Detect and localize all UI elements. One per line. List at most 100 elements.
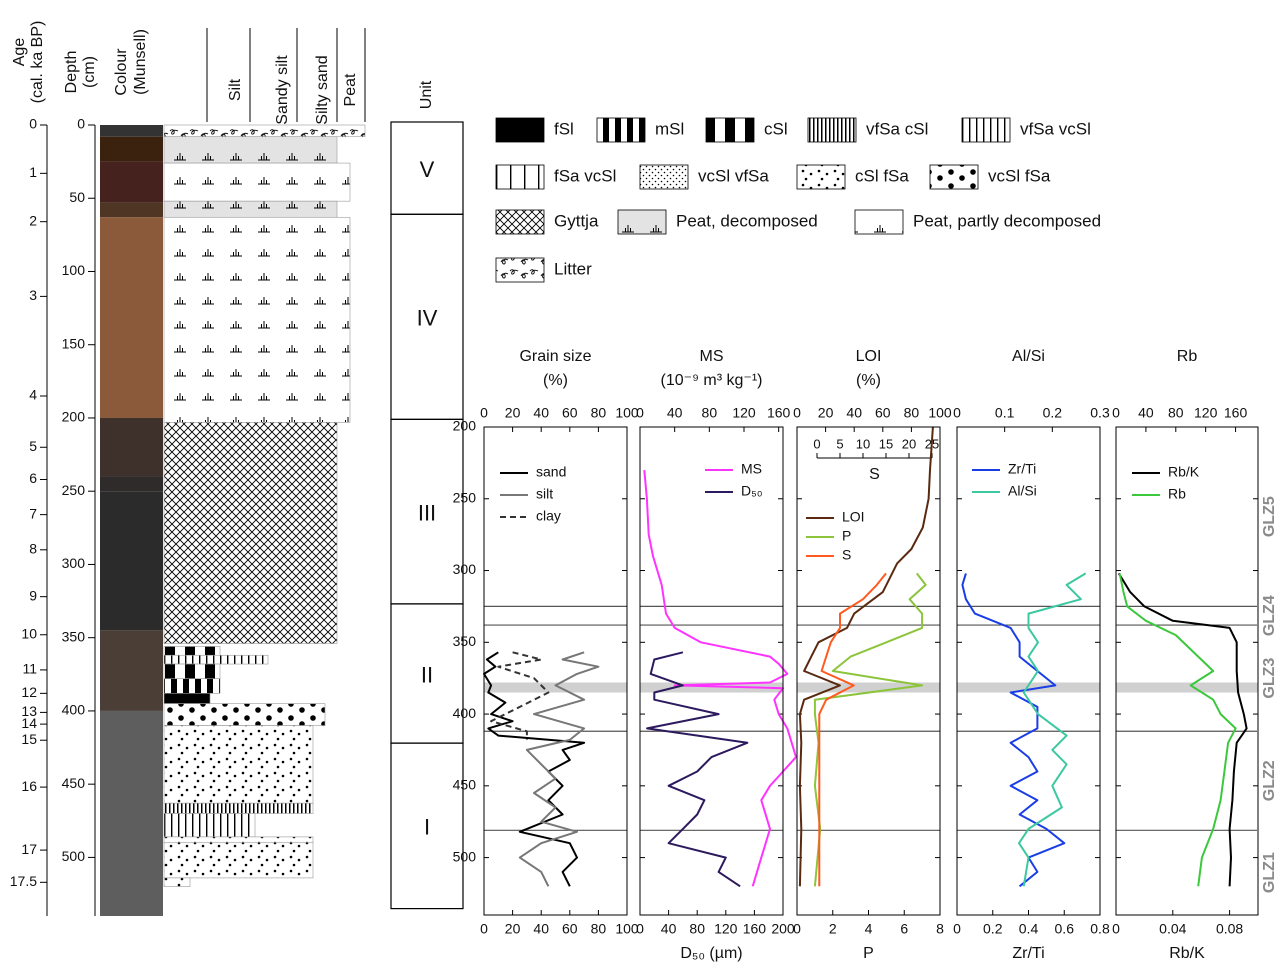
- x-tick-label: 0: [1112, 921, 1120, 937]
- age-tick-label: 11: [22, 661, 37, 677]
- x-tick-label: 120: [714, 921, 738, 937]
- legend-label: P: [842, 528, 851, 544]
- colour-label: Colour: [113, 48, 130, 96]
- lithology-layer: [164, 679, 220, 694]
- colour-label: (Munsell): [132, 29, 149, 95]
- y-tick-label: 250: [453, 489, 477, 505]
- x-tick-label: 0.08: [1216, 921, 1243, 937]
- x-tick-label: 0: [480, 405, 488, 421]
- y-tick-label: 200: [453, 418, 477, 434]
- y-tick-label: 350: [453, 633, 477, 649]
- depth-tick-label: 500: [62, 848, 86, 864]
- age-tick-label: 8: [29, 540, 37, 556]
- colour-layer: [100, 203, 163, 218]
- x-tick-label: 60: [562, 405, 578, 421]
- lithology-layer: [164, 201, 337, 217]
- column-label: Sandy silt: [274, 55, 291, 125]
- x-tick-label: 80: [904, 405, 920, 421]
- x-tick-label: 200: [771, 921, 795, 937]
- panel-title: Grain size: [519, 348, 591, 365]
- panel-title: Rb: [1177, 348, 1198, 365]
- depth-label: (cm): [81, 56, 98, 88]
- legend-label: D₅₀: [741, 483, 763, 499]
- depth-tick-label: 100: [62, 262, 86, 278]
- x-axis-label: P: [863, 945, 874, 962]
- age-tick-label: 0: [29, 116, 37, 132]
- depth-label: Depth: [63, 51, 80, 94]
- age-tick-label: 3: [29, 287, 37, 303]
- column-label: Silt: [227, 78, 244, 101]
- column-label: Silty sand: [314, 55, 331, 124]
- legend-label: cSl fSa: [855, 166, 909, 185]
- depth-tick-label: 450: [62, 775, 86, 791]
- x-tick-label: 0.1: [995, 405, 1015, 421]
- x-tick-label: 160: [743, 921, 767, 937]
- colour-layer: [100, 477, 163, 492]
- legend-label: vcSl vfSa: [698, 166, 769, 185]
- x-axis-label: D₅₀ (µm): [680, 945, 742, 962]
- panel-subtitle: (10⁻⁹ m³ kg⁻¹): [661, 372, 763, 389]
- inner-tick-label: 20: [902, 436, 916, 451]
- x-tick-label: 80: [1168, 405, 1184, 421]
- age-tick-label: 17: [21, 841, 37, 857]
- colour-layer: [100, 491, 163, 630]
- panel-subtitle: (%): [856, 372, 881, 389]
- age-tick-label: 17.5: [10, 873, 37, 889]
- colour-layer: [100, 630, 163, 711]
- legend-label: vfSa cSl: [866, 119, 928, 138]
- legend-swatch: [496, 210, 544, 234]
- lithology-layer: [164, 704, 325, 726]
- x-tick-label: 0.6: [1055, 921, 1075, 937]
- x-tick-label: 0: [793, 405, 801, 421]
- x-tick-label: 60: [562, 921, 578, 937]
- unit-name: IV: [417, 306, 438, 331]
- legend-swatch: [706, 118, 754, 142]
- age-tick-label: 1: [29, 164, 37, 180]
- depth-tick-label: 0: [77, 116, 85, 132]
- x-tick-label: 4: [865, 921, 873, 937]
- legend-label: Zr/Ti: [1008, 461, 1036, 477]
- legend-label: mSl: [655, 119, 684, 138]
- depth-tick-label: 50: [69, 189, 85, 205]
- legend-label: sand: [536, 464, 566, 480]
- legend-label: S: [842, 547, 851, 563]
- x-tick-label: 20: [505, 921, 521, 937]
- x-tick-label: 0: [480, 921, 488, 937]
- inner-axis-label: S: [869, 466, 880, 483]
- x-tick-label: 80: [591, 405, 607, 421]
- legend-label: MS: [741, 461, 762, 477]
- legend-label: clay: [536, 508, 561, 524]
- zone-band: [484, 682, 627, 692]
- y-tick-label: 400: [453, 705, 477, 721]
- series-line: [819, 573, 886, 886]
- series-line: [1019, 573, 1086, 886]
- y-tick-label: 500: [453, 848, 477, 864]
- series-line: [962, 573, 1064, 886]
- lithology-layer: [164, 843, 313, 878]
- legend-swatch: [597, 118, 645, 142]
- x-tick-label: 20: [505, 405, 521, 421]
- lithology-layer: [164, 813, 255, 836]
- age-tick-label: 4: [29, 387, 37, 403]
- plot-frame: [957, 427, 1100, 915]
- x-tick-label: 0: [636, 921, 644, 937]
- lithology-layer: [164, 837, 313, 843]
- x-tick-label: 160: [1224, 405, 1248, 421]
- legend-swatch: [797, 165, 845, 189]
- colour-layer: [100, 711, 163, 916]
- x-tick-label: 8: [936, 921, 944, 937]
- panel-title: LOI: [856, 348, 882, 365]
- inner-tick-label: 15: [879, 436, 893, 451]
- depth-tick-label: 200: [62, 409, 86, 425]
- lithology-layer: [164, 726, 313, 804]
- unit-name: V: [420, 157, 435, 182]
- legend-label: fSl: [554, 119, 574, 138]
- x-tick-label: 120: [732, 405, 756, 421]
- lithology-layer: [164, 693, 210, 703]
- panel-subtitle: (%): [543, 372, 568, 389]
- legend-swatch: [496, 165, 544, 189]
- x-tick-label: 80: [591, 921, 607, 937]
- column-label: Peat: [342, 73, 359, 106]
- legend-label: Al/Si: [1008, 483, 1037, 499]
- legend-swatch: [640, 165, 688, 189]
